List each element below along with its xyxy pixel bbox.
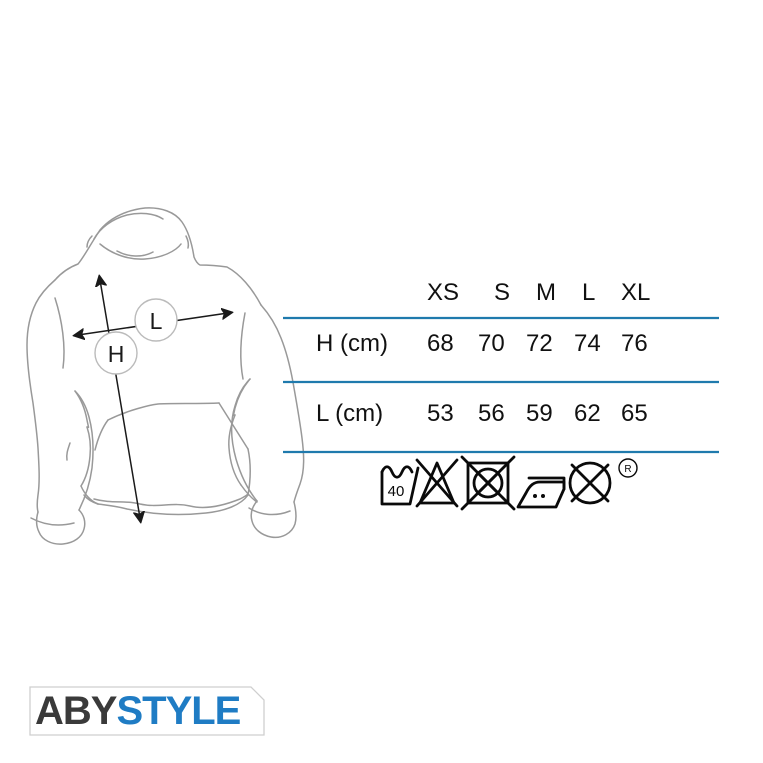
svg-text:ABYSTYLE: ABYSTYLE	[35, 689, 241, 733]
